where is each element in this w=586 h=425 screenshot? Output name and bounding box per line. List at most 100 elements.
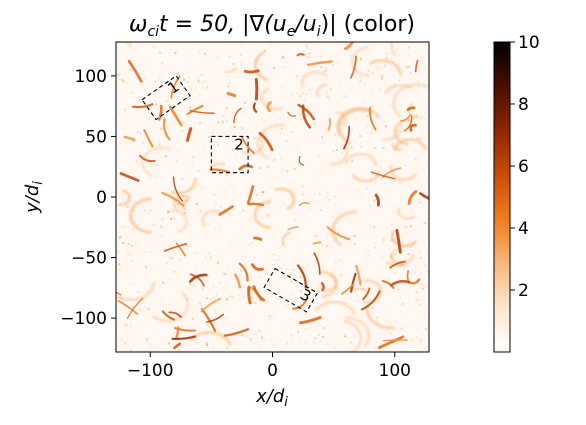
speckle-cell <box>222 348 224 351</box>
speckle-cell <box>309 88 312 91</box>
current-sheet <box>119 172 140 182</box>
current-sheet <box>143 129 154 148</box>
x-axis-ticks: −100 0 100 <box>127 352 411 381</box>
speckle-cell <box>146 127 149 130</box>
speckle-cell <box>209 298 212 301</box>
speckle-cell <box>150 306 153 309</box>
speckle-cell <box>173 333 176 336</box>
current-sheet <box>254 77 259 101</box>
speckle-cell <box>202 86 204 89</box>
speckle-cell <box>332 165 335 168</box>
speckle-cell <box>386 314 389 317</box>
speckle-cell <box>322 227 325 230</box>
faint-swirl <box>241 136 264 155</box>
speckle-cell <box>309 207 312 210</box>
speckle-cell <box>289 196 292 199</box>
speckle-cell <box>368 151 371 154</box>
speckle-cell <box>375 45 378 48</box>
speckle-cell <box>401 150 404 153</box>
speckle-cell <box>363 300 366 303</box>
speckle-cell <box>351 253 354 256</box>
speckle-cell <box>197 169 200 172</box>
speckle-cell <box>132 209 135 212</box>
speckle-cell <box>311 136 314 139</box>
speckle-cell <box>177 135 180 138</box>
current-sheet <box>350 272 357 293</box>
speckle-cell <box>136 131 139 133</box>
speckle-cell <box>363 303 366 306</box>
speckle-cell <box>168 256 171 259</box>
speckle-cell <box>421 283 424 286</box>
speckle-cell <box>380 77 383 80</box>
speckle-cell <box>310 104 313 106</box>
heatmap-speckle <box>116 42 429 352</box>
speckle-cell <box>413 60 415 63</box>
speckle-cell <box>422 56 424 59</box>
speckle-cell <box>327 333 330 336</box>
region-box <box>210 135 249 174</box>
speckle-cell <box>197 47 200 50</box>
speckle-cell <box>154 162 157 165</box>
speckle-cell <box>124 141 127 144</box>
speckle-cell <box>410 228 413 231</box>
speckle-cell <box>134 243 137 246</box>
speckle-cell <box>374 147 376 150</box>
speckle-cell <box>242 220 245 223</box>
speckle-cell <box>405 241 408 244</box>
speckle-cell <box>190 88 193 91</box>
speckle-cell <box>252 217 255 220</box>
speckle-cell <box>119 141 121 144</box>
speckle-cell <box>197 77 200 79</box>
current-sheet <box>169 106 183 127</box>
heatmap-plot-area: 123 <box>115 41 430 353</box>
speckle-cell <box>202 101 205 104</box>
speckle-cell <box>369 54 372 57</box>
speckle-cell <box>138 115 141 118</box>
speckle-cell <box>308 326 310 329</box>
current-sheet <box>340 283 355 295</box>
speckle-cell <box>253 340 256 343</box>
speckle-cell <box>359 75 362 78</box>
speckle-cell <box>228 81 231 84</box>
current-sheet <box>298 201 310 207</box>
speckle-cell <box>247 313 249 316</box>
speckle-cell <box>213 140 216 143</box>
speckle-cell <box>242 209 244 212</box>
speckle-cell <box>409 208 412 211</box>
speckle-cell <box>397 79 400 82</box>
speckle-cell <box>189 282 192 285</box>
speckle-cell <box>268 315 271 318</box>
speckle-cell <box>167 342 170 345</box>
speckle-cell <box>249 256 252 259</box>
speckle-cell <box>188 178 191 181</box>
speckle-cell <box>175 159 178 162</box>
speckle-cell <box>191 53 194 56</box>
speckle-cell <box>214 237 217 240</box>
speckle-cell <box>405 66 408 69</box>
speckle-cell <box>218 116 221 119</box>
speckle-cell <box>212 49 215 52</box>
speckle-cell <box>184 68 187 71</box>
speckle-cell <box>220 186 222 189</box>
speckle-cell <box>360 145 363 148</box>
speckle-cell <box>309 308 312 311</box>
speckle-cell <box>149 251 151 254</box>
speckle-cell <box>297 330 300 333</box>
speckle-cell <box>343 333 346 335</box>
faint-swirl <box>407 102 423 119</box>
speckle-cell <box>293 168 296 170</box>
speckle-cell <box>290 93 293 96</box>
faint-swirl <box>201 209 225 228</box>
speckle-cell <box>214 90 217 93</box>
speckle-cell <box>174 51 177 54</box>
speckle-cell <box>160 234 163 237</box>
speckle-cell <box>184 271 187 274</box>
speckle-cell <box>253 332 256 335</box>
speckle-cell <box>126 326 129 329</box>
speckle-cell <box>232 96 235 99</box>
current-sheet <box>117 300 139 315</box>
speckle-cell <box>405 231 408 234</box>
speckle-cell <box>253 257 256 260</box>
speckle-cell <box>385 57 388 60</box>
speckle-cell <box>372 71 375 74</box>
